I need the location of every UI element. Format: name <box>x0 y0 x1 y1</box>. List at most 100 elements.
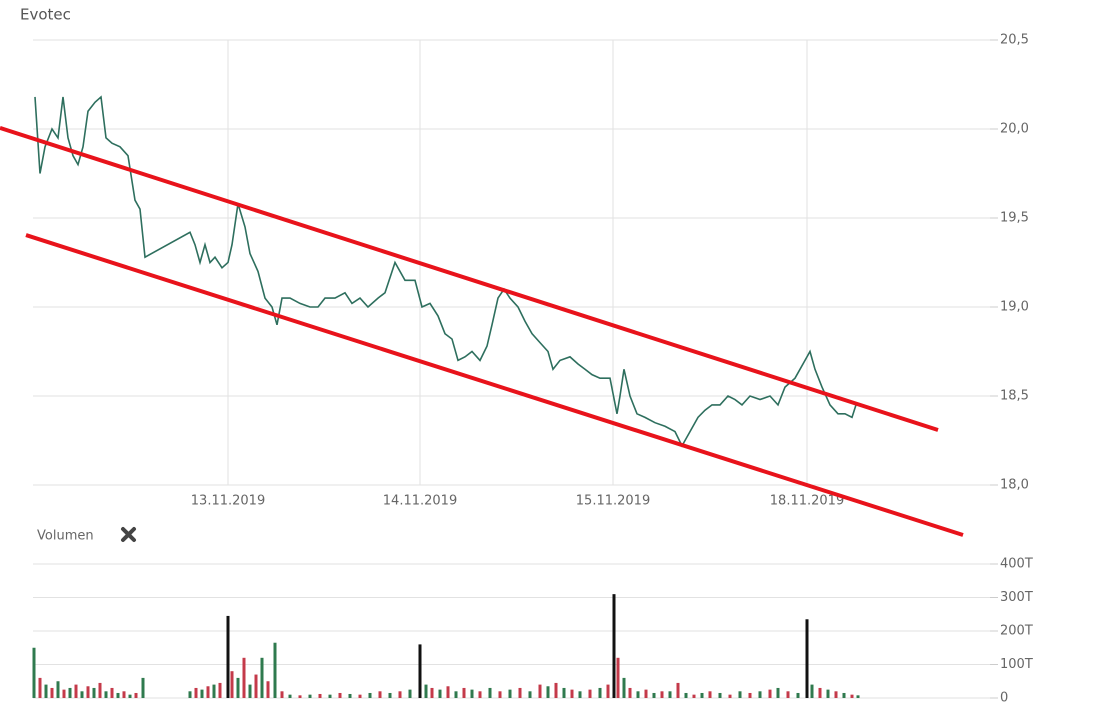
volume-bar <box>612 594 616 698</box>
y-tick-label: 200T <box>1000 624 1033 639</box>
x-tick-label: 15.11.2019 <box>576 494 650 509</box>
volume-bar <box>116 692 120 698</box>
volume-bar <box>424 684 428 698</box>
y-tick-label: 400T <box>1000 557 1033 572</box>
volume-bar <box>796 692 800 698</box>
y-tick-label: 300T <box>1000 590 1033 605</box>
volume-bar <box>368 692 372 698</box>
volume-title: Volumen <box>37 529 94 544</box>
close-icon[interactable] <box>121 527 136 542</box>
volume-bar <box>538 684 542 698</box>
y-tick-label: 0 <box>1000 691 1008 703</box>
volume-bar <box>676 682 680 698</box>
volume-bar <box>636 691 640 698</box>
y-tick-label: 20,5 <box>1000 33 1029 48</box>
price-line <box>34 95 857 448</box>
volume-bar <box>628 687 632 698</box>
volume-bar <box>218 682 222 698</box>
volume-bar <box>74 684 78 698</box>
y-tick-label: 19,0 <box>1000 300 1029 315</box>
volume-bar <box>242 657 246 698</box>
volume-bar <box>834 691 838 698</box>
y-tick-label: 20,0 <box>1000 122 1029 137</box>
volume-bar <box>98 682 102 698</box>
volume-bar <box>248 684 252 698</box>
volume-bar <box>308 694 312 698</box>
volume-bar <box>38 677 42 698</box>
volume-bar <box>562 687 566 698</box>
volume-bar <box>348 693 352 698</box>
volume-bar <box>546 686 550 698</box>
volume-bar <box>850 694 854 698</box>
volume-bar <box>430 687 434 698</box>
volume-bar <box>578 691 582 698</box>
volume-bar <box>776 687 780 698</box>
volume-bar <box>378 691 382 698</box>
volume-bar <box>810 684 814 698</box>
volume-bar <box>728 694 732 698</box>
volume-bar <box>62 689 66 698</box>
y-tick-label: 18,5 <box>1000 389 1029 404</box>
volume-bar <box>408 689 412 698</box>
volume-bar <box>418 644 422 698</box>
volume-bar <box>554 682 558 698</box>
volume-bar <box>110 687 114 698</box>
x-tick-label: 18.11.2019 <box>770 494 844 509</box>
volume-bar <box>718 692 722 698</box>
volume-bar <box>388 692 392 698</box>
volume-bar <box>708 691 712 698</box>
volume-bar <box>700 692 704 698</box>
volume-bar <box>80 691 84 698</box>
volume-bar <box>748 692 752 698</box>
volume-bar <box>338 692 342 698</box>
volume-bar <box>768 689 772 698</box>
volume-bar <box>758 691 762 698</box>
x-tick-label: 13.11.2019 <box>191 494 265 509</box>
volume-bar <box>194 687 198 698</box>
y-tick-label: 19,5 <box>1000 211 1029 226</box>
volume-bar <box>188 691 192 698</box>
volume-bar <box>684 692 688 698</box>
volume-bar <box>454 691 458 698</box>
close-button[interactable] <box>121 527 136 542</box>
volume-bar <box>692 694 696 698</box>
volume-bar <box>826 689 830 698</box>
volume-bar <box>616 657 620 698</box>
volume-bar <box>818 687 822 698</box>
volume-bar <box>56 681 60 698</box>
volume-bar <box>298 695 302 698</box>
volume-bar <box>660 691 664 698</box>
volume-bar <box>508 689 512 698</box>
volume-bar <box>856 695 860 698</box>
volume-bar <box>44 684 48 698</box>
volume-bar <box>92 687 96 698</box>
volume-bar <box>122 691 126 698</box>
volume-bar <box>32 647 36 698</box>
volume-bar <box>230 671 234 698</box>
volume-bar <box>200 689 204 698</box>
volume-bar <box>622 677 626 698</box>
volume-bar <box>668 691 672 698</box>
trend-line <box>25 233 964 537</box>
volume-bar <box>805 619 809 698</box>
volume-bar <box>518 687 522 698</box>
volume-bar <box>588 689 592 698</box>
volume-bar <box>318 693 322 698</box>
volume-bar <box>273 642 277 698</box>
volume-bar <box>288 694 292 698</box>
volume-bar <box>488 687 492 698</box>
volume-bar <box>86 686 90 698</box>
chart-title: Evotec <box>20 6 71 24</box>
volume-bar <box>438 689 442 698</box>
volume-bar <box>606 684 610 698</box>
trend-line <box>0 126 939 432</box>
volume-bar <box>226 615 230 698</box>
volume-bar <box>50 687 54 698</box>
volume-bar <box>528 691 532 698</box>
volume-bar <box>134 692 138 698</box>
volume-bar <box>786 691 790 698</box>
volume-bar <box>644 689 648 698</box>
volume-bar <box>141 677 145 698</box>
x-tick-label: 14.11.2019 <box>383 494 457 509</box>
